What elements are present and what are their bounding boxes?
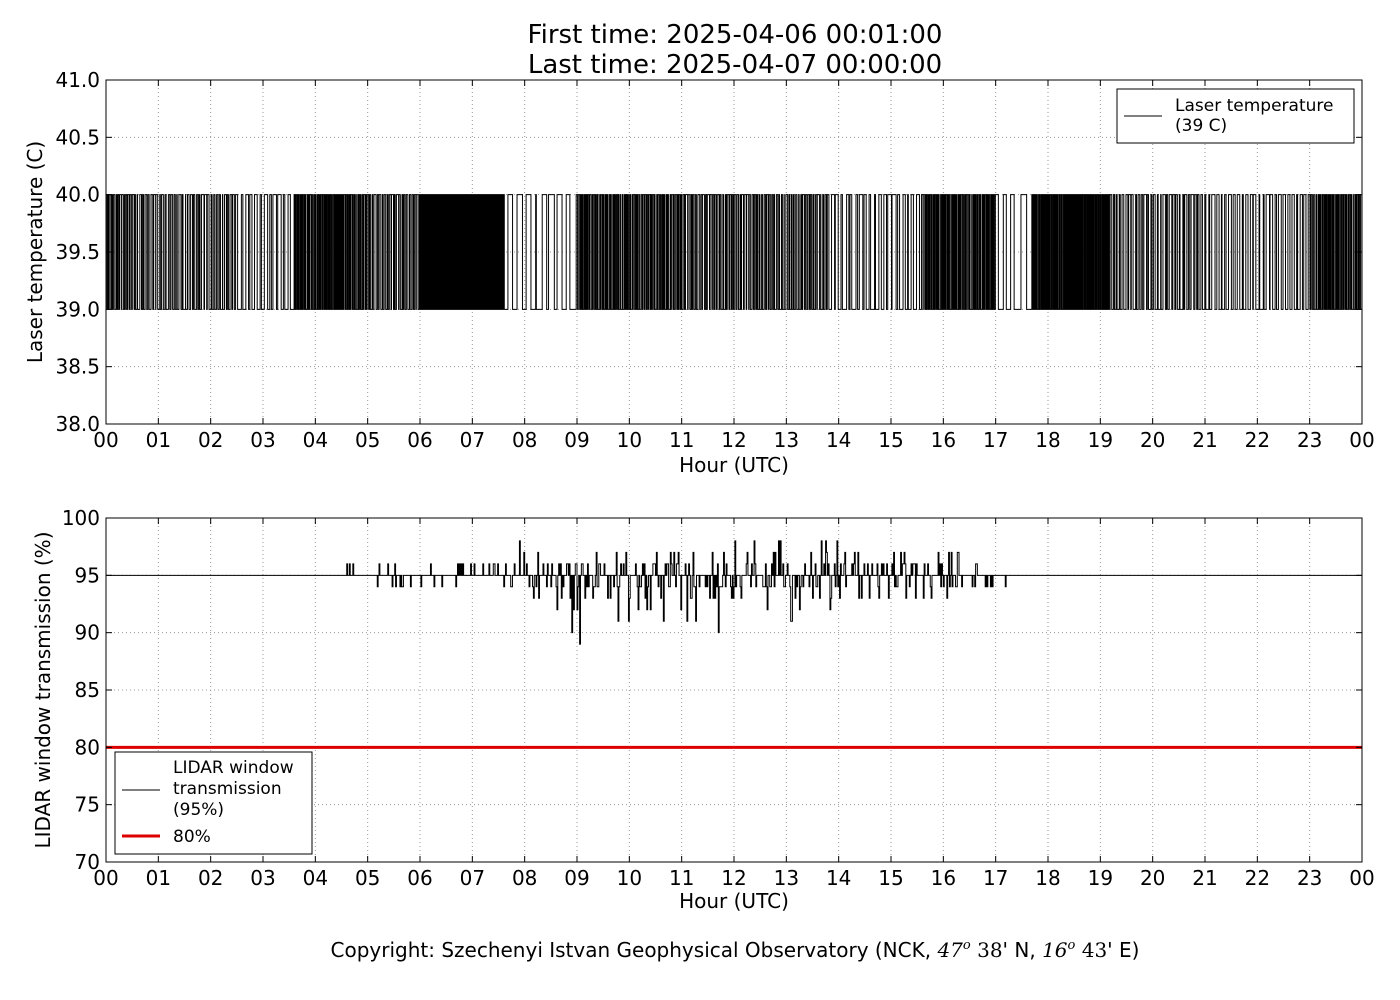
lidar-transmission-y-ticks: 70 75 80 85 90 95 100 [62,506,1362,874]
x-tick-label: 04 [303,866,328,890]
y-tick-label: 80 [75,735,100,759]
x-tick-label: 00 [1349,866,1374,890]
x-tick-label: 16 [931,428,956,452]
x-tick-label: 21 [1192,428,1217,452]
x-tick-label: 12 [721,866,746,890]
x-tick-label: 14 [826,866,851,890]
x-tick-label: 23 [1297,428,1322,452]
x-tick-label: 00 [93,428,118,452]
x-tick-label: 22 [1245,428,1270,452]
x-tick-label: 20 [1140,866,1165,890]
legend-label-lidar-transmission-2: transmission [173,779,282,799]
lidar-transmission-legend: LIDAR window transmission (95%) 80% [114,751,313,855]
laser-temperature-series [105,194,1363,310]
x-tick-label: 13 [774,428,799,452]
x-tick-label: 21 [1192,866,1217,890]
x-tick-label: 01 [146,866,171,890]
x-tick-label: 05 [355,866,380,890]
x-tick-label: 15 [878,866,903,890]
x-tick-label: 02 [198,866,223,890]
x-tick-label: 12 [721,428,746,452]
x-tick-label: 08 [512,428,537,452]
x-tick-label: 07 [460,428,485,452]
x-tick-label: 13 [774,866,799,890]
laser-temperature-legend: Laser temperature (39 C) [1116,88,1355,144]
x-tick-label: 22 [1245,866,1270,890]
legend-label-lidar-transmission-1: LIDAR window [173,758,294,778]
x-tick-label: 17 [983,428,1008,452]
x-tick-label: 03 [250,866,275,890]
x-tick-label: 06 [407,428,432,452]
x-tick-label: 10 [617,428,642,452]
laser-temperature-x-axis-label: Hour (UTC) [679,453,789,477]
x-tick-label: 06 [407,866,432,890]
y-tick-label: 39.5 [55,240,100,264]
y-tick-label: 70 [75,850,100,874]
copyright-text: Copyright: Szechenyi Istvan Geophysical … [331,938,1140,962]
lidar-transmission-line [106,540,1362,645]
laser-temperature-y-ticks: 38.0 38.5 39.0 39.5 40.0 40.5 41.0 [55,68,1362,436]
x-tick-label: 17 [983,866,1008,890]
y-tick-label: 85 [75,678,100,702]
title-line-1: First time: 2025-04-06 00:01:00 [528,20,943,50]
legend-label-laser-temperature: Laser temperature [1175,96,1333,116]
x-tick-label: 10 [617,866,642,890]
y-tick-label: 100 [62,506,100,530]
x-tick-label: 11 [669,866,694,890]
y-tick-label: 38.5 [55,355,100,379]
x-tick-label: 18 [1035,866,1060,890]
y-tick-label: 41.0 [55,68,100,92]
y-tick-label: 39.0 [55,297,100,321]
x-tick-label: 16 [931,866,956,890]
laser-temperature-y-axis-label: Laser temperature (C) [23,141,47,363]
y-tick-label: 40.0 [55,183,100,207]
x-tick-label: 09 [564,428,589,452]
x-tick-label: 08 [512,866,537,890]
legend-label-80-threshold: 80% [173,827,211,847]
y-tick-label: 95 [75,563,100,587]
x-tick-label: 05 [355,428,380,452]
y-tick-label: 90 [75,621,100,645]
x-tick-label: 23 [1297,866,1322,890]
x-tick-label: 07 [460,866,485,890]
laser-temperature-x-ticks: 00 01 02 03 04 05 06 07 08 09 10 11 12 13 14 15 16 17 18 19… [93,80,1375,452]
x-tick-label: 03 [250,428,275,452]
x-tick-label: 00 [1349,428,1374,452]
lidar-transmission-series [106,540,1362,749]
lidar-transmission-x-axis-label: Hour (UTC) [679,889,789,913]
x-tick-label: 15 [878,428,903,452]
y-tick-label: 38.0 [55,412,100,436]
y-tick-label: 75 [75,793,100,817]
x-tick-label: 04 [303,428,328,452]
x-tick-label: 00 [93,866,118,890]
x-tick-label: 14 [826,428,851,452]
laser-temperature-plot: 00 01 02 03 04 05 06 07 08 09 10 11 12 13 14 15 16 17 18 19… [23,68,1375,477]
x-tick-label: 11 [669,428,694,452]
laser-temperature-line [105,194,1363,310]
legend-label-laser-temperature-value: (39 C) [1175,116,1227,136]
x-tick-label: 18 [1035,428,1060,452]
y-tick-label: 40.5 [55,125,100,149]
x-tick-label: 09 [564,866,589,890]
lidar-transmission-y-axis-label: LIDAR window transmission (%) [31,532,55,849]
x-tick-label: 20 [1140,428,1165,452]
title-line-2: Last time: 2025-04-07 00:00:00 [528,50,942,80]
legend-label-lidar-transmission-3: (95%) [173,800,224,820]
x-tick-label: 19 [1088,866,1113,890]
lidar-transmission-plot: 00 01 02 03 04 05 06 07 08 09 10 11 12 13 14 15 16 17 18 19… [31,506,1375,913]
x-tick-label: 02 [198,428,223,452]
x-tick-label: 01 [146,428,171,452]
lidar-transmission-x-ticks: 00 01 02 03 04 05 06 07 08 09 10 11 12 13 14 15 16 17 18 19… [93,518,1375,890]
x-tick-label: 19 [1088,428,1113,452]
